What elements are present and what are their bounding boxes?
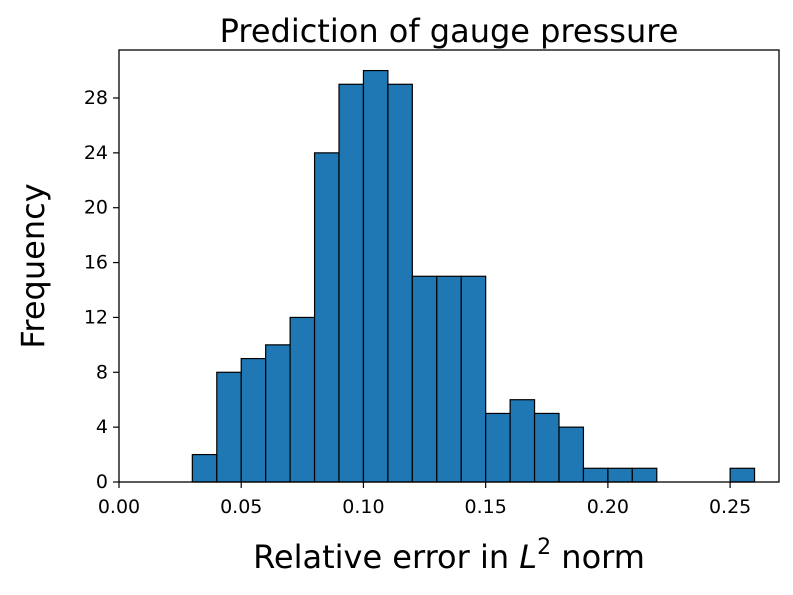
histogram-bar (607, 467, 633, 483)
x-axis-label-prefix: Relative error in (253, 538, 519, 576)
plot-frame (118, 49, 780, 483)
x-tick-label: 0.00 (98, 496, 140, 518)
x-tick-label: 0.25 (709, 496, 751, 518)
bars-group (191, 69, 756, 483)
histogram-bar (289, 316, 316, 483)
histogram-bar (460, 275, 487, 483)
histogram-bar (509, 399, 536, 483)
histogram-bar (558, 426, 585, 483)
y-axis-label: Frequency (14, 183, 52, 348)
chart-title: Prediction of gauge pressure (220, 12, 679, 50)
histogram-bar (411, 275, 438, 483)
x-axis-label-sup: 2 (537, 535, 551, 560)
histogram-bar (240, 357, 267, 483)
x-axis-ticks: 0.00 0.05 0.10 0.15 0.20 0.25 (98, 482, 751, 518)
histogram-bar (387, 83, 413, 483)
x-tick-label: 0.10 (342, 496, 384, 518)
y-tick-label: 24 (84, 142, 108, 164)
x-axis-label: Relative error in L2 norm (253, 535, 645, 576)
histogram-bar (485, 412, 511, 483)
y-axis-ticks: 0 4 8 12 16 20 24 28 (84, 87, 119, 493)
y-tick-label: 8 (96, 361, 108, 383)
y-tick-label: 20 (84, 197, 108, 219)
histogram-bar (265, 344, 291, 483)
x-tick-label: 0.15 (465, 496, 507, 518)
y-tick-label: 0 (96, 471, 108, 493)
x-axis-label-var: L (519, 538, 537, 576)
histogram-bar (313, 152, 340, 483)
histogram-bar (631, 467, 658, 483)
x-tick-label: 0.20 (587, 496, 629, 518)
x-axis-label-suffix: norm (551, 538, 645, 576)
y-tick-label: 28 (84, 87, 108, 109)
histogram-bar (216, 371, 242, 483)
histogram-bar (362, 69, 389, 483)
histogram-bar (533, 412, 560, 483)
histogram-bar (729, 467, 756, 483)
y-tick-label: 16 (84, 252, 108, 274)
x-tick-label: 0.05 (220, 496, 262, 518)
histogram-bar (436, 275, 462, 483)
histogram-bar (338, 83, 365, 483)
y-tick-label: 4 (96, 416, 108, 438)
y-tick-label: 12 (84, 306, 108, 328)
histogram-bar (191, 453, 218, 483)
histogram-bar (582, 467, 609, 483)
